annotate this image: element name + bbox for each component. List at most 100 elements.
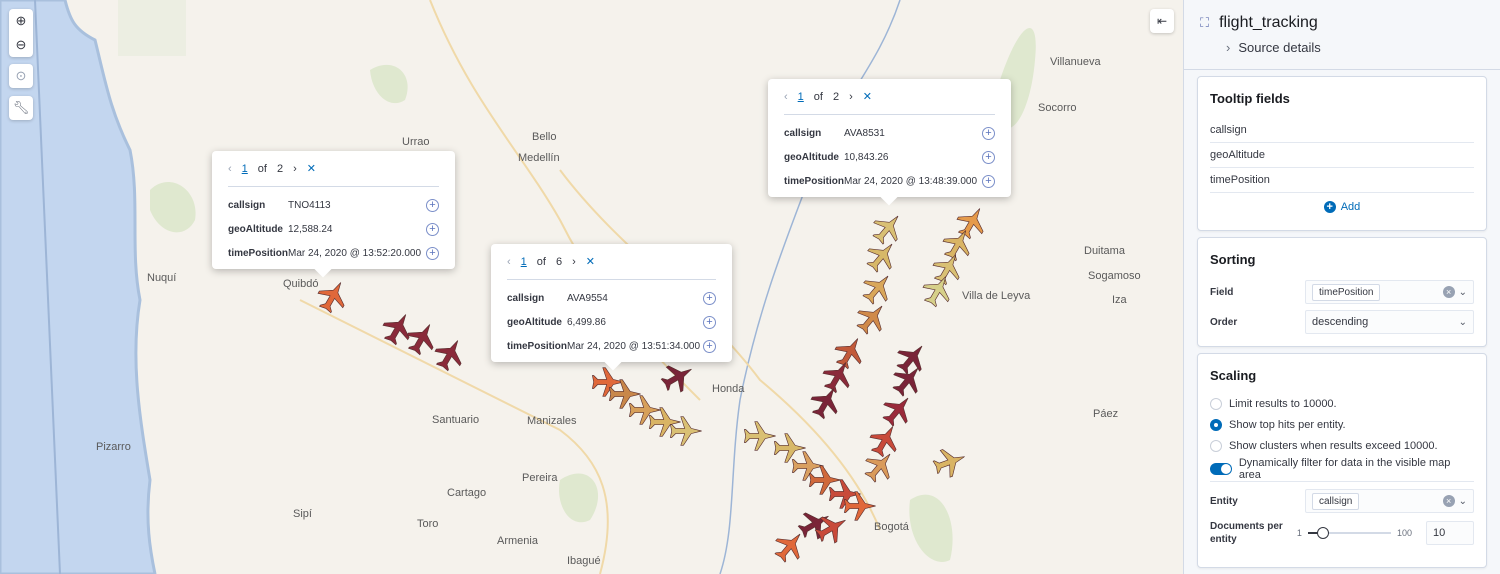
airplane-icon[interactable]: [592, 367, 624, 397]
current-page[interactable]: 1: [520, 255, 527, 268]
tooltip-field[interactable]: callsign: [1210, 118, 1474, 143]
next-page-button[interactable]: ›: [849, 90, 853, 103]
add-filter-icon[interactable]: +: [426, 222, 439, 236]
documents-per-entity-input[interactable]: 10: [1426, 521, 1474, 545]
map-canvas[interactable]: Urrao Bello Medellín Nuquí Quibdó Santuario Ma…: [0, 0, 1183, 574]
airplane-icon[interactable]: [859, 445, 901, 487]
prev-page-button[interactable]: ‹: [507, 255, 511, 268]
collapse-panel-button[interactable]: ⇤: [1150, 9, 1174, 33]
radio-top-hits[interactable]: Show top hits per entity.: [1210, 414, 1474, 435]
city-label: Toro: [417, 518, 439, 530]
tooltip-row: timePosition Mar 24, 2020 @ 13:48:39.000 +: [784, 169, 995, 193]
feature-tooltip: ‹ 1 of 2 › ✕ callsign TNO4113 + geoAltitude 12,588…: [212, 151, 455, 278]
city-label: Bello: [532, 131, 557, 143]
add-filter-icon[interactable]: +: [982, 174, 995, 188]
add-tooltip-field-button[interactable]: + Add: [1210, 201, 1474, 213]
airplane-icon[interactable]: [861, 235, 903, 277]
zoom-in-button[interactable]: ⊕: [9, 9, 33, 33]
airplane-icon[interactable]: [670, 416, 702, 446]
tooltip-field[interactable]: geoAltitude: [1210, 143, 1474, 168]
close-tooltip-button[interactable]: ✕: [862, 91, 872, 103]
city-label: Bogotá: [874, 521, 909, 533]
entity-select[interactable]: callsign × ⌄: [1305, 489, 1474, 513]
airplane-icon[interactable]: [952, 201, 992, 242]
city-label: Quibdó: [283, 278, 319, 290]
airplane-icon[interactable]: [313, 275, 353, 316]
airplane-icon[interactable]: [769, 525, 811, 567]
layer-title: flight_tracking: [1219, 14, 1318, 31]
dynamic-filter-switch[interactable]: Dynamically filter for data in the visib…: [1210, 456, 1474, 482]
add-filter-icon[interactable]: +: [703, 339, 716, 353]
tooltip-field[interactable]: timePosition: [1210, 168, 1474, 193]
city-label: Honda: [712, 383, 745, 395]
source-details-toggle[interactable]: › Source details: [1226, 40, 1321, 55]
airplane-icon[interactable]: [877, 389, 919, 431]
airplane-icon[interactable]: [857, 267, 899, 309]
airplane-icon[interactable]: [851, 297, 893, 339]
airplane-icon[interactable]: [844, 491, 876, 521]
airplane-icon[interactable]: [774, 433, 806, 463]
airplane-icon[interactable]: [928, 247, 968, 288]
airplane-icon[interactable]: [609, 379, 641, 409]
documents-slider[interactable]: [1307, 527, 1391, 539]
airplane-icon[interactable]: [378, 307, 418, 348]
airplane-icon[interactable]: [794, 504, 835, 544]
tools-button[interactable]: 🔧︎: [9, 96, 33, 120]
add-filter-icon[interactable]: +: [703, 315, 716, 329]
airplane-icon[interactable]: [930, 443, 969, 481]
airplane-icon[interactable]: [744, 421, 776, 451]
prev-page-button[interactable]: ‹: [228, 162, 232, 175]
clear-icon[interactable]: ×: [1442, 495, 1455, 507]
airplane-icon[interactable]: [818, 355, 858, 396]
airplane-icon[interactable]: [649, 407, 681, 437]
plus-circle-icon: +: [1323, 201, 1336, 213]
radio-limit-results[interactable]: Limit results to 10000.: [1210, 393, 1474, 414]
airplane-icon[interactable]: [811, 508, 852, 548]
airplane-icon[interactable]: [806, 381, 846, 422]
airplane-icon[interactable]: [867, 207, 909, 249]
basemap: [0, 0, 1036, 574]
airplane-icon[interactable]: [938, 223, 978, 264]
close-tooltip-button[interactable]: ✕: [585, 256, 595, 268]
airplane-icon[interactable]: [918, 269, 958, 310]
sort-order-select[interactable]: descending ⌄: [1305, 310, 1474, 334]
city-label: Armenia: [497, 535, 538, 547]
tooltip-row: timePosition Mar 24, 2020 @ 13:51:34.000 +: [507, 334, 716, 358]
tooltip-row: geoAltitude 12,588.24 +: [228, 217, 439, 241]
add-filter-icon[interactable]: +: [426, 198, 439, 212]
add-filter-icon[interactable]: +: [426, 246, 439, 260]
total-pages: 2: [832, 90, 840, 103]
locate-button[interactable]: ⊙: [9, 64, 33, 88]
airplane-icon[interactable]: [402, 317, 442, 358]
city-label: Duitama: [1084, 245, 1125, 257]
add-filter-icon[interactable]: +: [703, 291, 716, 305]
sort-field-select[interactable]: timePosition × ⌄: [1305, 280, 1474, 304]
airplane-icon[interactable]: [792, 451, 824, 481]
airplane-icon[interactable]: [887, 359, 929, 401]
airplane-icon[interactable]: [629, 395, 661, 425]
current-page[interactable]: 1: [797, 90, 804, 103]
close-tooltip-button[interactable]: ✕: [306, 163, 316, 175]
next-page-button[interactable]: ›: [293, 162, 297, 175]
add-filter-icon[interactable]: +: [982, 150, 995, 164]
next-page-button[interactable]: ›: [572, 255, 576, 268]
airplane-icon[interactable]: [809, 465, 841, 495]
add-filter-icon[interactable]: +: [982, 126, 995, 140]
radio-clusters[interactable]: Show clusters when results exceed 10000.: [1210, 435, 1474, 456]
airplane-icon[interactable]: [830, 331, 870, 372]
zoom-out-button[interactable]: ⊖: [9, 33, 33, 57]
airplane-icon[interactable]: [657, 357, 698, 397]
airplane-icon[interactable]: [891, 337, 933, 379]
wrench-icon: 🔧︎: [12, 100, 30, 115]
city-label: Páez: [1093, 408, 1119, 420]
feature-tooltip: ‹ 1 of 6 › ✕ callsign AVA9554 + geoAltitude 6,499.…: [491, 244, 732, 371]
current-page[interactable]: 1: [241, 162, 248, 175]
tooltip-row: callsign AVA9554 +: [507, 286, 716, 310]
airplane-icon[interactable]: [865, 419, 905, 460]
airplane-icon[interactable]: [430, 333, 470, 374]
clear-icon[interactable]: ×: [1442, 286, 1455, 298]
city-label: Cartago: [447, 487, 487, 499]
prev-page-button[interactable]: ‹: [784, 90, 788, 103]
city-label: Iza: [1112, 294, 1127, 306]
airplane-icon[interactable]: [829, 479, 861, 509]
